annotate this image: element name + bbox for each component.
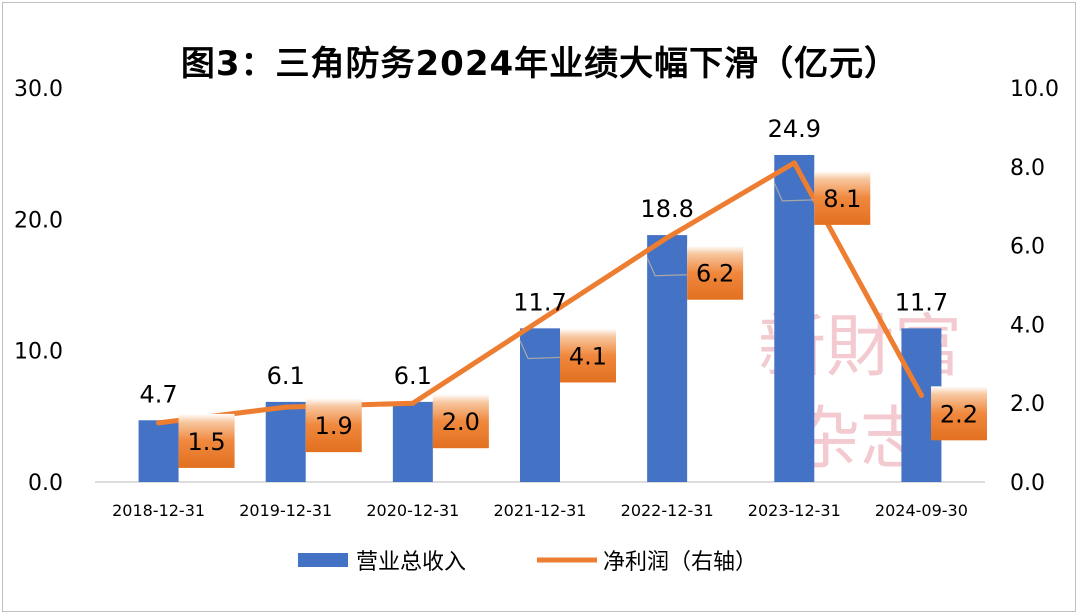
y-left-tick-label: 20.0 [14, 208, 63, 233]
profit-point [918, 392, 924, 398]
x-category-label: 2022-12-31 [621, 501, 714, 520]
revenue-data-label: 6.1 [267, 362, 305, 390]
profit-label-box [305, 398, 362, 453]
profit-data-label: 4.1 [569, 342, 607, 370]
profit-data-label: 1.9 [315, 412, 353, 440]
revenue-data-label: 4.7 [139, 380, 177, 408]
x-category-label: 2024-09-30 [875, 501, 968, 520]
revenue-data-label: 11.7 [513, 288, 566, 316]
x-category-label: 2023-12-31 [748, 501, 841, 520]
profit-data-label: 2.2 [940, 400, 978, 428]
y-right-tick-label: 10.0 [1010, 77, 1059, 102]
profit-label-box [560, 328, 616, 383]
leader-line [646, 257, 688, 277]
y-left-tick-label: 30.0 [14, 77, 63, 102]
revenue-bar [520, 328, 560, 482]
legend-label-profit: 净利润（右轴） [603, 550, 757, 575]
revenue-bar [647, 235, 688, 482]
revenue-bar [392, 401, 433, 482]
x-category-label: 2019-12-31 [239, 501, 332, 520]
x-category-label: 2020-12-31 [366, 501, 459, 520]
revenue-bar [138, 420, 179, 482]
profit-point [537, 317, 543, 323]
y-right-tick-label: 4.0 [1010, 313, 1045, 338]
legend: 营业总收入 净利润（右轴） [298, 550, 757, 575]
revenue-data-label: 18.8 [640, 195, 693, 223]
profit-data-label: 6.2 [696, 260, 734, 288]
revenue-bar [774, 154, 815, 483]
y-right-tick-label: 8.0 [1010, 156, 1045, 181]
profit-point [664, 235, 670, 241]
profit-label-box [814, 170, 871, 225]
profit-label-box [432, 394, 489, 449]
revenue-data-label: 6.1 [394, 362, 432, 390]
profit-data-label: 1.5 [187, 428, 225, 456]
leader-line [773, 182, 815, 202]
y-right-tick-label: 2.0 [1010, 392, 1045, 417]
legend-swatch-revenue [298, 553, 348, 567]
leader-line [519, 340, 561, 360]
profit-label-box [178, 413, 235, 468]
revenue-data-label: 24.9 [768, 115, 821, 143]
x-category-label: 2018-12-31 [112, 501, 205, 520]
legend-label-revenue: 营业总收入 [356, 550, 466, 575]
profit-point [283, 404, 289, 410]
profit-point [410, 400, 416, 406]
y-left-tick-label: 10.0 [14, 340, 63, 365]
y-right-tick-label: 0.0 [1010, 471, 1045, 496]
profit-data-label: 2.0 [442, 408, 480, 436]
profit-label-box [931, 386, 987, 441]
revenue-data-label: 11.7 [895, 288, 948, 316]
revenue-bar [265, 401, 306, 482]
profit-data-label: 8.1 [823, 185, 861, 213]
profit-label-box [687, 245, 744, 300]
y-right-tick-label: 6.0 [1010, 235, 1045, 260]
chart-title: 图3：三角防务2024年业绩大幅下滑（亿元） [180, 44, 900, 84]
y-left-tick-label: 0.0 [28, 471, 63, 496]
profit-point [156, 420, 162, 426]
x-category-label: 2021-12-31 [494, 501, 587, 520]
profit-point [791, 160, 797, 166]
